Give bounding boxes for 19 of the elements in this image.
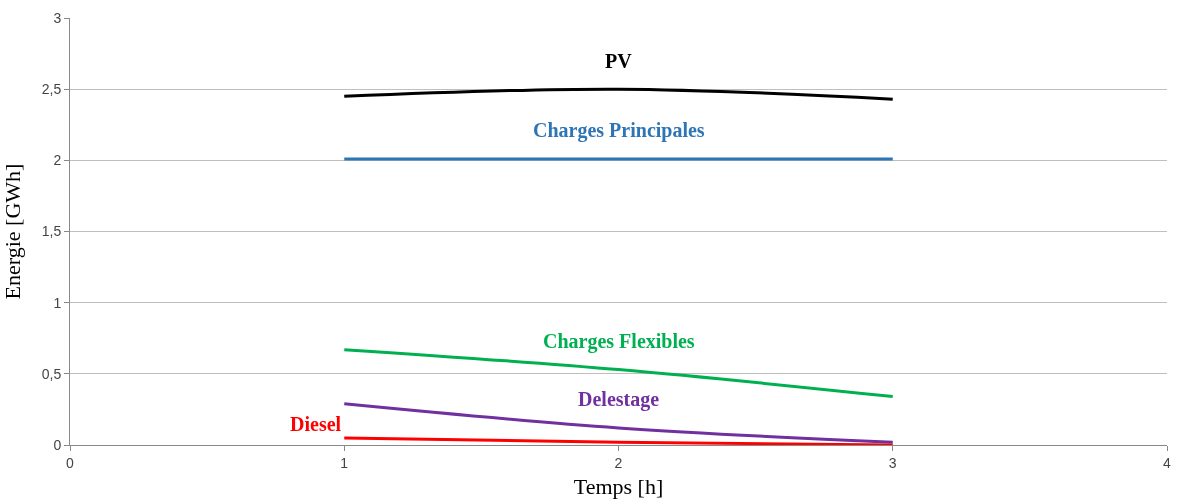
series-label: Charges Flexibles (543, 330, 695, 353)
y-tick-label: 0 (53, 436, 62, 453)
y-axis-title: Energie [GWh] (0, 163, 25, 300)
y-tick-label: 0,5 (41, 365, 62, 382)
y-tick-label: 1 (53, 294, 62, 311)
series-label: PV (605, 50, 633, 72)
y-tick-label: 2,5 (41, 81, 62, 98)
series-label: Delestage (578, 388, 660, 411)
x-tick-label: 3 (888, 454, 897, 471)
x-tick-label: 1 (340, 454, 349, 471)
series-label: Diesel (290, 413, 342, 435)
x-tick-label: 2 (614, 454, 623, 471)
x-tick-label: 4 (1163, 454, 1172, 471)
y-tick-label: 1,5 (41, 223, 62, 240)
x-tick-label: 0 (66, 454, 75, 471)
x-axis-title: Temps [h] (573, 473, 664, 499)
series-label: Charges Principales (533, 119, 705, 142)
y-tick-label: 3 (53, 9, 62, 26)
y-tick-label: 2 (53, 152, 62, 169)
